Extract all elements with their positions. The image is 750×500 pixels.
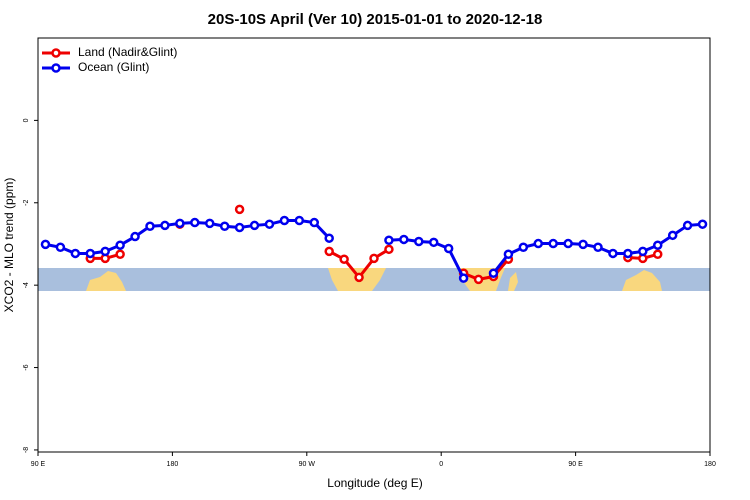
data-point (384, 244, 394, 255)
data-point (473, 274, 484, 285)
plot-frame (37, 37, 711, 453)
legend-marker (51, 63, 61, 73)
data-point (219, 221, 230, 232)
x-tick-label: 90 W (299, 461, 316, 468)
y-tick-label: -4 (23, 282, 30, 288)
data-point (339, 254, 349, 264)
data-point (443, 243, 454, 254)
data-point (518, 242, 529, 253)
series-line (463, 258, 510, 281)
x-tick-label: 180 (167, 461, 179, 468)
data-point (204, 218, 215, 229)
data-point (578, 239, 588, 250)
data-point (145, 221, 155, 232)
data-point (234, 222, 245, 233)
series-line (45, 218, 331, 255)
data-point (682, 220, 693, 231)
data-point (234, 204, 245, 215)
data-point (593, 242, 603, 253)
data-point (652, 249, 663, 260)
data-point (55, 242, 66, 253)
data-point (608, 248, 618, 259)
data-point (324, 246, 334, 257)
data-point (623, 248, 633, 259)
y-tick-label: -2 (23, 200, 30, 206)
y-tick-label: -6 (23, 364, 30, 370)
legend-label: Ocean (Glint) (78, 60, 149, 74)
data-point (428, 237, 439, 248)
data-point (384, 235, 394, 246)
data-point (697, 219, 708, 229)
data-point (503, 249, 514, 260)
data-point (369, 253, 379, 264)
data-point (533, 238, 544, 249)
data-point (40, 239, 51, 250)
data-point (548, 238, 558, 249)
data-point (175, 218, 185, 229)
data-point (249, 220, 260, 231)
x-axis-label: Longitude (deg E) (327, 476, 422, 490)
data-point (160, 220, 170, 231)
x-tick-label: 180 (704, 461, 716, 468)
legend-label: Land (Nadir&Glint) (78, 45, 177, 59)
data-point (130, 231, 140, 242)
map-strip (38, 268, 710, 291)
data-point (264, 219, 275, 229)
x-tick-label: 90 E (568, 461, 583, 468)
x-tick-label: 0 (439, 461, 443, 468)
x-tick-label: 90 E (31, 461, 46, 468)
data-point (638, 246, 648, 257)
data-point (70, 248, 81, 259)
data-point (309, 217, 320, 228)
legend-marker (51, 48, 61, 58)
chart-title: 20S-10S April (Ver 10) 2015-01-01 to 202… (208, 11, 543, 28)
data-point (294, 215, 305, 226)
y-axis-label: XCO2 - MLO trend (ppm) (2, 178, 16, 313)
data-point (488, 268, 499, 278)
data-point (667, 230, 678, 241)
data-point (279, 215, 290, 226)
data-point (324, 233, 334, 243)
data-point (115, 249, 125, 260)
data-point (414, 236, 424, 247)
data-point (100, 246, 110, 257)
data-point (458, 273, 469, 283)
y-tick-label: -8 (23, 447, 30, 453)
data-point (115, 240, 125, 250)
data-point (85, 248, 96, 259)
data-point (354, 272, 364, 283)
data-point (652, 240, 663, 250)
data-point (399, 234, 409, 245)
data-point (190, 217, 200, 228)
y-tick-label: 0 (23, 118, 30, 122)
data-point (563, 238, 573, 249)
